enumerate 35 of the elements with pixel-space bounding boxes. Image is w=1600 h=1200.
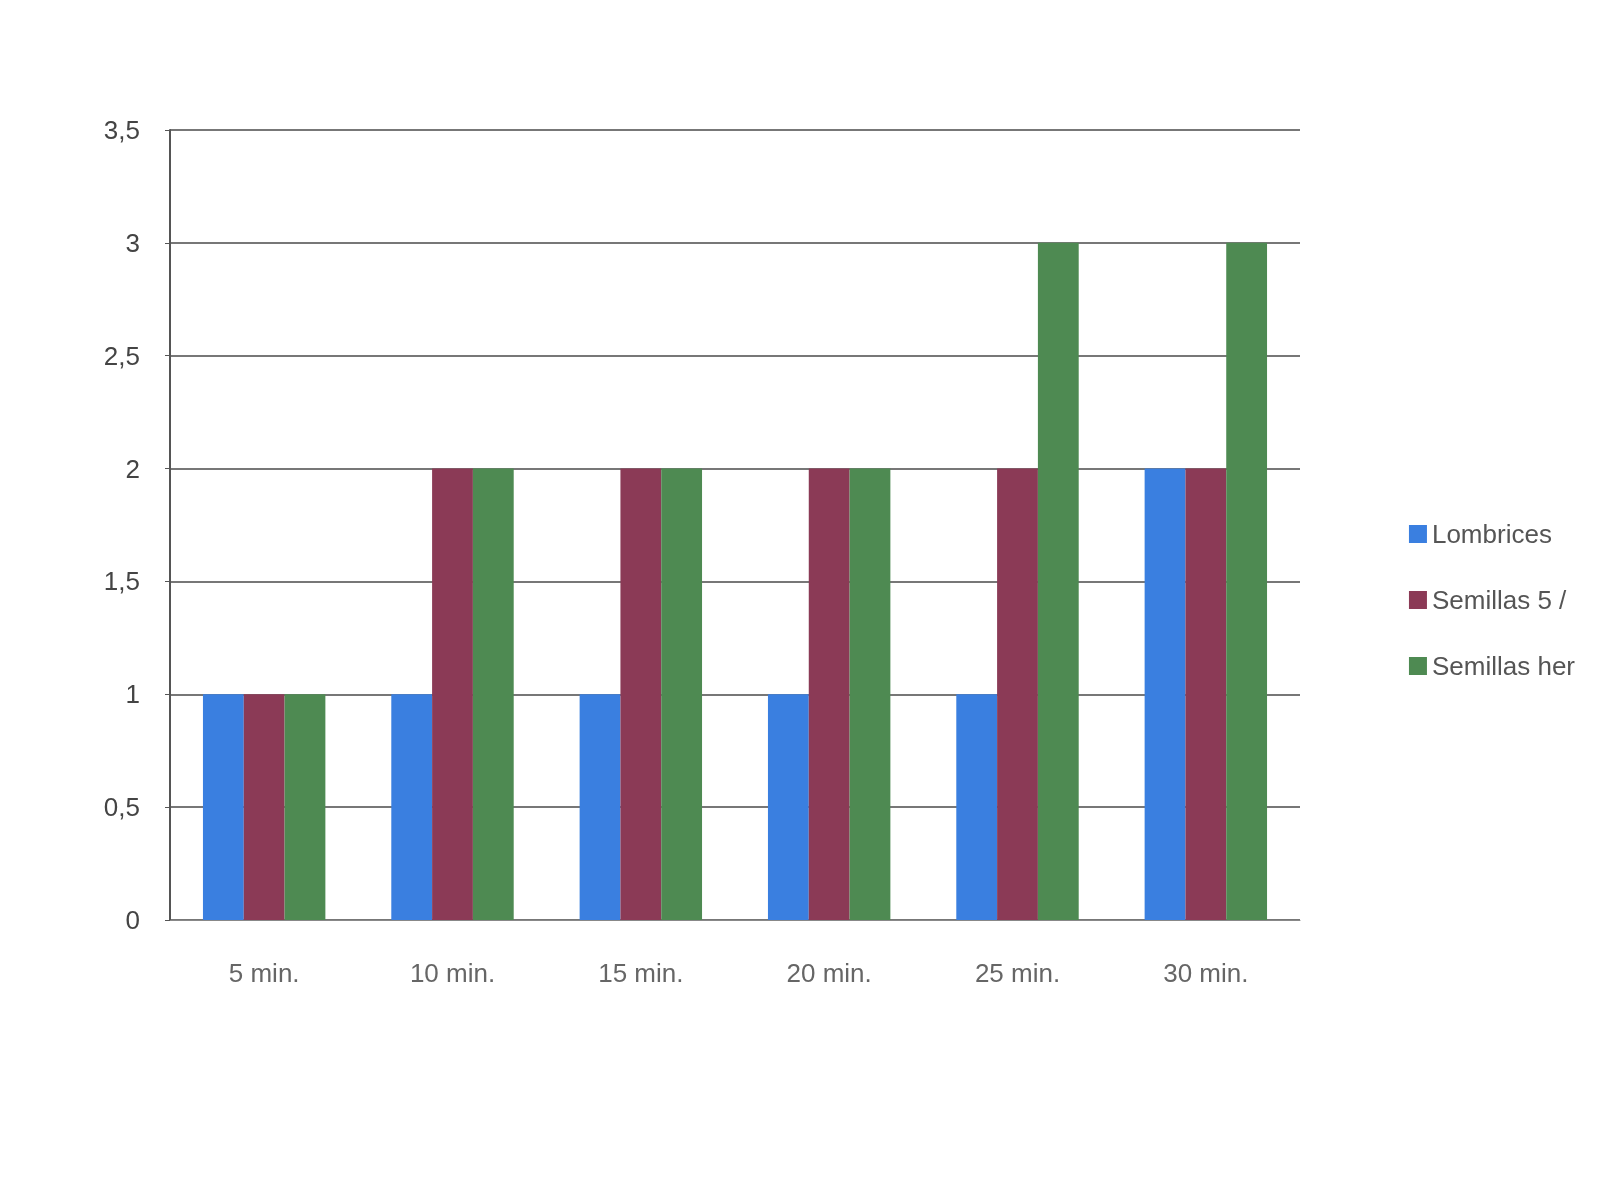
y-tick-label: 3 (125, 227, 140, 258)
legend-label: Lombrices (1431, 519, 1552, 549)
y-tick-label: 1 (125, 679, 140, 710)
bar (432, 468, 473, 920)
bar (1185, 468, 1227, 920)
x-tick-label: 20 min. (786, 958, 872, 988)
bar (243, 694, 285, 920)
bar (808, 468, 850, 920)
bar (661, 468, 703, 920)
y-tick-label: 0,5 (103, 792, 140, 823)
bar (956, 694, 998, 920)
y-tick-label: 0 (125, 905, 140, 935)
bar (472, 468, 514, 920)
legend-label: Semillas 5 / (1431, 585, 1568, 615)
x-tick-label: 15 min. (598, 958, 684, 988)
bar (997, 468, 1038, 920)
bar (620, 468, 662, 920)
bar (1037, 242, 1079, 920)
bar (391, 694, 433, 920)
bar (579, 694, 621, 920)
bar (1144, 468, 1186, 920)
y-tick-label: 2 (125, 453, 140, 484)
y-tick-label: 2,5 (103, 340, 140, 371)
x-tick-label: 25 min. (974, 958, 1061, 988)
bar (767, 694, 809, 920)
bar (1226, 242, 1268, 920)
bar (202, 694, 244, 920)
x-tick-label: 10 min. (409, 958, 496, 988)
x-tick-label: 30 min. (1163, 958, 1249, 988)
y-tick-label: 3,5 (103, 115, 140, 145)
y-tick-label: 1,5 (103, 566, 140, 597)
legend-label: Semillas her (1431, 651, 1576, 681)
x-tick-label: 5 min. (228, 958, 300, 988)
bar (849, 468, 891, 920)
bar (284, 694, 326, 920)
